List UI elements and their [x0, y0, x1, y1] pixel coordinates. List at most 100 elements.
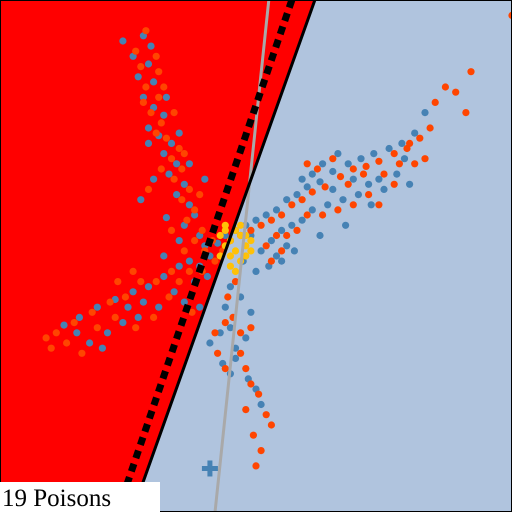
class-a-point [288, 222, 295, 229]
class-b-point [191, 206, 198, 213]
class-b-point [396, 160, 403, 167]
class-b-point [137, 278, 144, 285]
class-a-point [411, 130, 418, 137]
class-a-point [247, 309, 254, 316]
class-b-point [168, 227, 175, 234]
class-b-point [186, 186, 193, 193]
class-a-point [119, 319, 126, 326]
class-a-point [393, 171, 400, 178]
class-b-point [363, 163, 370, 170]
class-b-point [380, 171, 387, 178]
class-a-point [186, 201, 193, 208]
class-a-point [145, 140, 152, 147]
poison-point [247, 237, 254, 244]
class-a-point [319, 160, 326, 167]
class-a-point [258, 401, 265, 408]
class-b-point [211, 258, 218, 265]
class-b-point [153, 53, 160, 60]
class-b-point [263, 411, 270, 418]
class-a-point [268, 237, 275, 244]
poison-point [247, 247, 254, 254]
class-a-point [355, 191, 362, 198]
class-a-point [186, 160, 193, 167]
class-b-point [158, 119, 165, 126]
class-a-point [293, 191, 300, 198]
class-a-point [368, 201, 375, 208]
class-b-point [462, 109, 469, 116]
class-b-point [191, 237, 198, 244]
class-a-point [73, 329, 80, 336]
class-b-point [176, 145, 183, 152]
class-b-point [258, 447, 265, 454]
class-b-point [137, 63, 144, 70]
class-b-point [181, 150, 188, 157]
class-b-point [132, 324, 139, 331]
class-a-point [242, 334, 249, 341]
class-b-point [214, 350, 221, 357]
class-b-point [242, 365, 249, 372]
class-b-point [406, 140, 413, 147]
class-a-point [283, 196, 290, 203]
class-a-point [206, 339, 213, 346]
class-b-point [155, 68, 162, 75]
class-a-point [204, 273, 211, 280]
class-b-point [345, 181, 352, 188]
class-a-point [104, 329, 111, 336]
class-b-point [365, 191, 372, 198]
class-a-point [406, 181, 413, 188]
class-b-point [337, 173, 344, 180]
class-b-point [329, 155, 336, 162]
class-b-point [334, 206, 341, 213]
class-b-point [293, 227, 300, 234]
class-a-point [339, 196, 346, 203]
poison-point [217, 232, 224, 239]
class-b-point [71, 319, 78, 326]
class-a-point [171, 288, 178, 295]
class-b-point [247, 227, 254, 234]
class-a-point [150, 78, 157, 85]
class-b-point [163, 135, 170, 142]
class-a-point [278, 227, 285, 234]
class-a-point [232, 355, 239, 362]
class-a-point [176, 130, 183, 137]
class-b-point [268, 421, 275, 428]
class-a-point [329, 186, 336, 193]
class-b-point [153, 278, 160, 285]
class-b-point [452, 89, 459, 96]
class-b-point [153, 130, 160, 137]
class-b-point [155, 94, 162, 101]
poison-point [227, 252, 234, 259]
class-b-point [278, 247, 285, 254]
class-a-point [273, 252, 280, 259]
class-b-point [432, 99, 439, 106]
class-b-point [43, 334, 50, 341]
class-b-point [165, 293, 172, 300]
class-b-point [442, 83, 449, 90]
class-a-point [160, 112, 167, 119]
class-a-point [345, 160, 352, 167]
class-b-point [314, 165, 321, 172]
class-b-point [247, 380, 254, 387]
class-b-point [171, 109, 178, 116]
class-b-point [112, 314, 119, 321]
class-b-point [89, 309, 96, 316]
class-a-point [135, 73, 142, 80]
class-a-point [421, 109, 428, 116]
class-a-point [137, 196, 144, 203]
class-b-point [211, 329, 218, 336]
class-b-point [186, 268, 193, 275]
class-b-point [255, 391, 262, 398]
class-b-point [258, 222, 265, 229]
class-b-point [375, 201, 382, 208]
class-a-point [163, 214, 170, 221]
class-b-point [222, 365, 229, 372]
class-b-point [283, 232, 290, 239]
class-a-point [173, 160, 180, 167]
poison-point [237, 222, 244, 229]
class-b-point [263, 242, 270, 249]
class-b-point [78, 350, 85, 357]
class-a-point [386, 145, 393, 152]
class-a-point [155, 304, 162, 311]
class-a-point [140, 299, 147, 306]
